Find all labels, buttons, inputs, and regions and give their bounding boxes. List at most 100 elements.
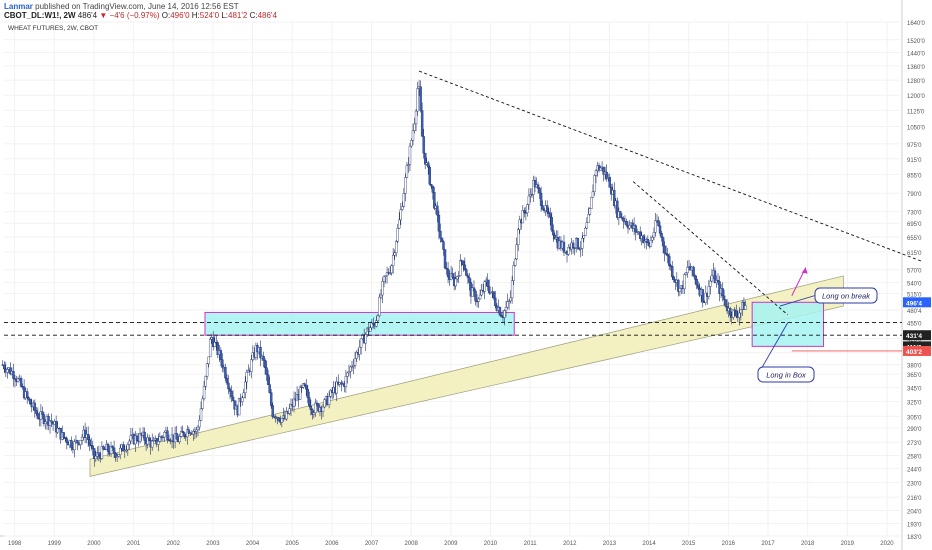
- y-tick-label: 730'0: [907, 211, 922, 217]
- candle-body: [628, 224, 631, 229]
- candle-body: [651, 237, 654, 241]
- candle-body: [660, 232, 663, 238]
- candle-body: [533, 180, 537, 188]
- candle-body: [94, 456, 97, 459]
- candle-body: [192, 431, 195, 435]
- candle-body: [288, 408, 291, 414]
- y-tick-label: 540'0: [907, 281, 922, 287]
- candle-body: [594, 170, 598, 176]
- candle-body: [375, 320, 378, 327]
- y-tick-label: 1050'0: [907, 126, 925, 132]
- candle-body: [349, 366, 352, 372]
- candle-body: [350, 366, 354, 368]
- candle-body: [588, 208, 592, 215]
- candle-body: [512, 265, 515, 281]
- candle-body: [314, 402, 317, 413]
- candle-body: [161, 436, 165, 438]
- candle-body: [605, 171, 608, 179]
- open-label: O:: [161, 11, 171, 20]
- price-marker-label: 431'4: [906, 333, 922, 340]
- price-marker: [903, 297, 931, 308]
- candle-body: [657, 220, 660, 227]
- candle-body: [509, 297, 512, 302]
- price-marker: [903, 330, 931, 341]
- x-tick-label: 2003: [206, 541, 220, 547]
- candle-body: [384, 275, 387, 277]
- candle-body: [54, 421, 58, 433]
- candle-body: [456, 276, 459, 280]
- callout-long-in-box-label: Long in Box: [766, 371, 806, 380]
- candle-body: [263, 360, 267, 368]
- candle-body: [83, 429, 87, 438]
- candle-body: [64, 437, 67, 439]
- candle-body: [262, 356, 265, 361]
- candle-body: [613, 189, 616, 207]
- candle-body: [545, 205, 549, 213]
- candle-body: [36, 413, 40, 419]
- candle-body: [419, 86, 422, 111]
- candle-body: [446, 268, 450, 278]
- candle-body: [642, 235, 645, 243]
- candle-body: [571, 242, 575, 248]
- candle-body: [376, 315, 380, 321]
- candle-body: [306, 388, 309, 398]
- candle-body: [684, 272, 688, 275]
- candle-body: [196, 426, 200, 431]
- candle-body: [271, 405, 274, 418]
- y-tick-label: 325'0: [907, 400, 922, 406]
- candle-body: [93, 448, 96, 459]
- candle-body: [41, 411, 44, 415]
- candle-body: [244, 381, 247, 394]
- candle-body: [198, 420, 201, 428]
- candle-body: [437, 214, 441, 232]
- candle-body: [413, 123, 416, 131]
- candle-body: [65, 438, 69, 443]
- candle-body: [721, 288, 724, 297]
- x-tick-label: 2006: [325, 541, 339, 547]
- candle-body: [91, 445, 94, 449]
- candle-body: [686, 267, 689, 274]
- candle-body: [346, 372, 349, 377]
- candle-body: [585, 222, 589, 229]
- x-tick-label: 2018: [801, 541, 815, 547]
- candle-body: [526, 204, 529, 213]
- y-tick-label: 365'0: [907, 373, 922, 379]
- candle-body: [308, 397, 311, 407]
- price-marker-label: 496'4: [906, 300, 922, 307]
- candle-body: [408, 145, 412, 165]
- candle-body: [112, 447, 116, 454]
- chart-title: WHEAT FUTURES, 2W, CBOT: [8, 25, 98, 32]
- candle-body: [414, 110, 418, 125]
- candle-body: [6, 369, 9, 373]
- x-tick-label: 2020: [880, 541, 894, 547]
- x-tick-label: 1998: [8, 541, 22, 547]
- x-tick-label: 2008: [404, 541, 418, 547]
- resistance-zone: [204, 311, 515, 336]
- candle-body: [35, 410, 38, 414]
- candle-body: [167, 439, 171, 441]
- y-tick-label: 258'0: [907, 454, 922, 460]
- candle-body: [44, 421, 47, 424]
- y-tick-label: 216'0: [907, 496, 922, 502]
- author-link[interactable]: Lanmar: [4, 2, 33, 11]
- candle-body: [433, 192, 436, 209]
- candle-body: [111, 446, 114, 449]
- candle-body: [443, 249, 447, 269]
- candle-body: [532, 180, 535, 195]
- candle-body: [372, 322, 375, 325]
- y-tick-label: 615'0: [907, 251, 922, 257]
- close-value: 486'4: [257, 11, 277, 20]
- candle-body: [151, 440, 154, 448]
- x-tick-label: 2004: [246, 541, 260, 547]
- callout-long-in-box-pointer: [757, 322, 789, 375]
- candle-body: [602, 166, 605, 175]
- candle-body: [573, 247, 576, 249]
- candle-body: [292, 398, 296, 407]
- candle-body: [250, 359, 253, 372]
- y-tick-label: 515'0: [907, 292, 922, 298]
- candle-body: [329, 389, 332, 397]
- trendline: [632, 181, 789, 316]
- candle-body: [298, 386, 302, 400]
- change-arrow-icon: ▼: [99, 11, 108, 20]
